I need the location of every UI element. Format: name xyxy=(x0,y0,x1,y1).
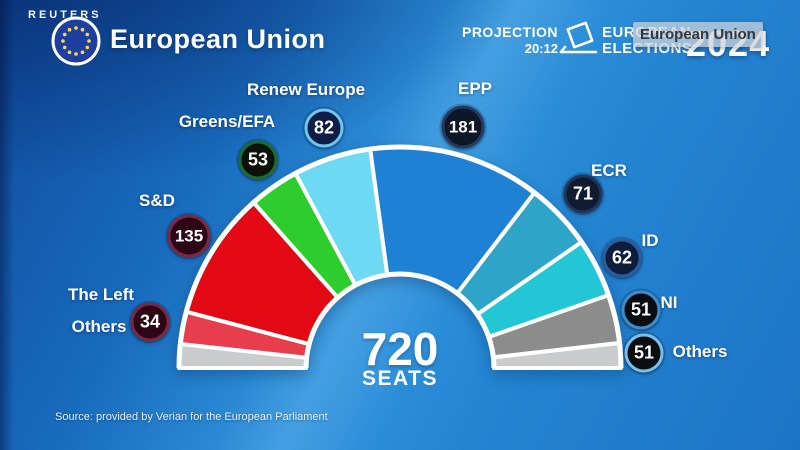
projection-time: 20:12 xyxy=(524,41,558,57)
source-text: Source: provided by Verian for the Europ… xyxy=(55,411,328,423)
party-label-renew: Renew Europe xyxy=(246,80,366,99)
party-badge-others-right: 51 xyxy=(624,333,664,373)
chart-rim xyxy=(176,144,624,369)
party-badge-the-left: 34 xyxy=(130,302,170,342)
party-label-others-right: Others xyxy=(672,342,728,361)
party-label-others-left: Others xyxy=(71,317,127,336)
projection-block: PROJECTION 20:12 xyxy=(458,24,558,57)
party-badge-snd: 135 xyxy=(167,214,211,258)
party-badge-epp: 181 xyxy=(441,105,485,149)
party-badge-ni: 51 xyxy=(621,290,661,330)
total-seats-value: 720 xyxy=(361,323,439,375)
party-label-snd: S&D xyxy=(139,191,175,210)
party-label-ecr: ECR xyxy=(591,161,627,180)
total-seats-label: SEATS xyxy=(362,367,438,390)
party-label-the-left: The Left xyxy=(67,285,135,304)
party-badge-renew: 82 xyxy=(304,108,344,148)
eu-flag-stars xyxy=(61,26,91,56)
party-label-ni: NI xyxy=(660,293,678,312)
ballot-box-icon xyxy=(559,21,598,54)
page-title: European Union xyxy=(110,24,326,54)
party-label-epp: EPP xyxy=(457,79,493,98)
party-label-id: ID xyxy=(641,231,659,250)
projection-label: PROJECTION xyxy=(461,24,558,40)
caption-overlay: European Union xyxy=(633,22,763,47)
party-badge-id: 62 xyxy=(602,238,642,278)
chart-rim xyxy=(303,271,497,369)
party-label-greens: Greens/EFA xyxy=(178,112,276,131)
party-badge-greens: 53 xyxy=(238,140,278,180)
party-badge-ecr: 71 xyxy=(563,174,603,214)
eu-flag-icon xyxy=(51,16,101,66)
